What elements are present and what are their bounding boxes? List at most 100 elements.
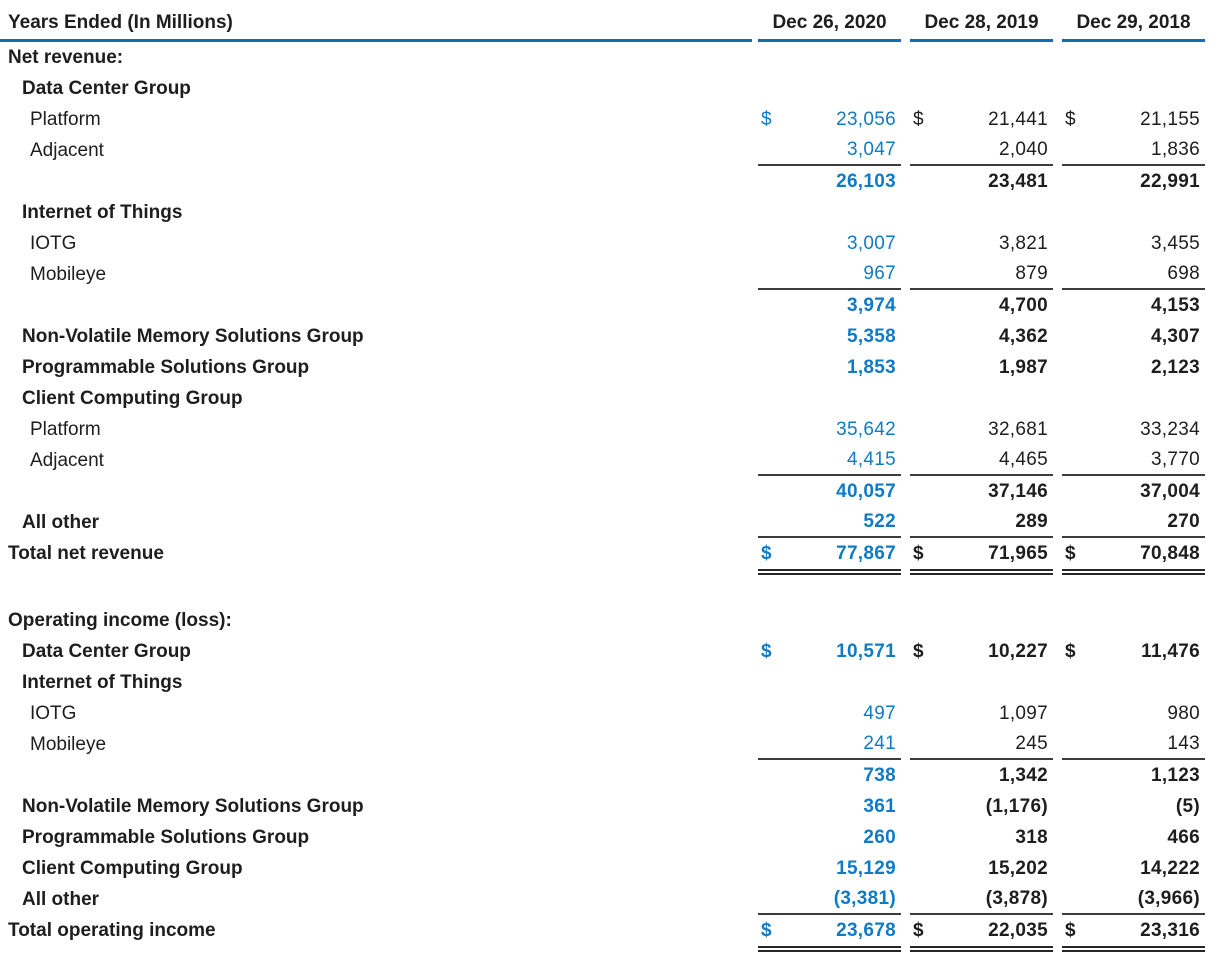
value-cell-2018: 3,770 <box>1062 445 1205 476</box>
row-label: Mobileye <box>30 733 107 755</box>
row-label: Adjacent <box>30 139 104 161</box>
value-cell-2018: $ 21,155 <box>1062 104 1205 135</box>
value-2018: (3,966) <box>1137 887 1200 909</box>
value-cell-2020: 26,103 <box>758 166 901 197</box>
table-row: Mobileye 241 245 143 <box>0 729 1205 760</box>
value-cell-2020: 3,974 <box>758 290 901 321</box>
value-2018: 22,991 <box>1140 170 1200 192</box>
value-cell-2018: 3,455 <box>1062 228 1205 259</box>
value-cell-2020: (3,381) <box>758 884 901 915</box>
currency-symbol: $ <box>913 542 924 564</box>
row-label: Platform <box>30 418 101 440</box>
value-2019: 4,700 <box>998 294 1048 316</box>
value-2018: 3,770 <box>1150 448 1200 470</box>
value-2019: (1,176) <box>985 795 1048 817</box>
row-label: Client Computing Group <box>22 857 243 879</box>
value-2018: 698 <box>1167 262 1200 284</box>
value-cell-2020: $ 23,056 <box>758 104 901 135</box>
value-cell-2019 <box>910 605 1053 636</box>
value-cell-2020: 260 <box>758 822 901 853</box>
value-cell-2019: 4,700 <box>910 290 1053 321</box>
value-cell-2018: 22,991 <box>1062 166 1205 197</box>
value-cell-2019 <box>910 42 1053 73</box>
value-cell-2018 <box>1062 73 1205 104</box>
value-2018: 21,155 <box>1140 108 1200 130</box>
value-cell-2018 <box>1062 383 1205 414</box>
value-2020: 497 <box>863 702 896 724</box>
value-cell-2018: 37,004 <box>1062 476 1205 507</box>
value-cell-2019: 4,362 <box>910 321 1053 352</box>
column-header-2019: Dec 28, 2019 <box>910 6 1053 42</box>
double-rule-2018 <box>1062 946 1205 952</box>
value-cell-2020: 3,047 <box>758 135 901 166</box>
value-cell-2019: 32,681 <box>910 414 1053 445</box>
value-cell-2019: 289 <box>910 507 1053 538</box>
value-cell-2018: 33,234 <box>1062 414 1205 445</box>
value-2018: 37,004 <box>1140 480 1200 502</box>
table-row: Client Computing Group <box>0 383 1205 414</box>
value-2018: 11,476 <box>1141 640 1200 662</box>
table-row: All other (3,381) (3,878) (3,966) <box>0 884 1205 915</box>
value-cell-2020 <box>758 197 901 228</box>
value-2020: 15,129 <box>836 857 896 879</box>
value-2019: 318 <box>1015 826 1048 848</box>
table-row: IOTG 497 1,097 980 <box>0 698 1205 729</box>
double-rule-2019 <box>910 946 1053 952</box>
value-cell-2018: $ 11,476 <box>1062 636 1205 667</box>
value-2019: 1,987 <box>998 356 1048 378</box>
double-rule-2020 <box>758 946 901 952</box>
value-2019: 10,227 <box>988 640 1048 662</box>
value-2018: 70,848 <box>1140 542 1200 564</box>
value-cell-2020: 497 <box>758 698 901 729</box>
value-cell-2020: 15,129 <box>758 853 901 884</box>
value-cell-2019: 15,202 <box>910 853 1053 884</box>
row-header-label: Years Ended (In Millions) <box>0 6 752 42</box>
value-2019: 22,035 <box>988 919 1048 941</box>
currency-symbol: $ <box>1065 108 1076 130</box>
value-2018: 270 <box>1167 510 1200 532</box>
value-2018: 143 <box>1167 732 1200 754</box>
value-2020: 77,867 <box>836 542 896 564</box>
row-label: Mobileye <box>30 263 107 285</box>
double-rule-row <box>0 569 1205 579</box>
value-2020: 361 <box>863 795 896 817</box>
value-cell-2019: 1,987 <box>910 352 1053 383</box>
value-2019: 1,342 <box>998 764 1048 786</box>
row-label: Non-Volatile Memory Solutions Group <box>22 325 364 347</box>
value-cell-2019: 1,097 <box>910 698 1053 729</box>
currency-symbol: $ <box>761 640 772 662</box>
value-2019: 4,362 <box>998 325 1048 347</box>
value-cell-2020: 5,358 <box>758 321 901 352</box>
value-cell-2018: 4,307 <box>1062 321 1205 352</box>
value-cell-2019: $ 22,035 <box>910 915 1053 946</box>
value-2018: 4,307 <box>1150 325 1200 347</box>
value-cell-2020: 35,642 <box>758 414 901 445</box>
double-rule-label-gap <box>0 569 752 579</box>
value-cell-2019 <box>910 383 1053 414</box>
value-2019: 245 <box>1015 732 1048 754</box>
value-2019: 1,097 <box>998 702 1048 724</box>
value-cell-2018: 1,123 <box>1062 760 1205 791</box>
table-row: Non-Volatile Memory Solutions Group 361 … <box>0 791 1205 822</box>
table-row: Internet of Things <box>0 667 1205 698</box>
value-2020: (3,381) <box>833 887 896 909</box>
row-label: All other <box>22 888 100 910</box>
value-cell-2020 <box>758 73 901 104</box>
table-header-row: Years Ended (In Millions) Dec 26, 2020 D… <box>0 6 1205 42</box>
value-cell-2020 <box>758 383 901 414</box>
value-2019: 879 <box>1015 262 1048 284</box>
value-2018: 14,222 <box>1140 857 1200 879</box>
value-cell-2019: (3,878) <box>910 884 1053 915</box>
value-2020: 738 <box>863 764 896 786</box>
value-cell-2018 <box>1062 42 1205 73</box>
value-cell-2019 <box>910 73 1053 104</box>
currency-symbol: $ <box>913 108 924 130</box>
currency-symbol: $ <box>761 919 772 941</box>
value-2020: 3,047 <box>846 138 896 160</box>
row-label: Programmable Solutions Group <box>22 826 310 848</box>
currency-symbol: $ <box>1065 919 1076 941</box>
value-cell-2019: 37,146 <box>910 476 1053 507</box>
value-cell-2018: 270 <box>1062 507 1205 538</box>
double-rule-row <box>0 946 1205 956</box>
